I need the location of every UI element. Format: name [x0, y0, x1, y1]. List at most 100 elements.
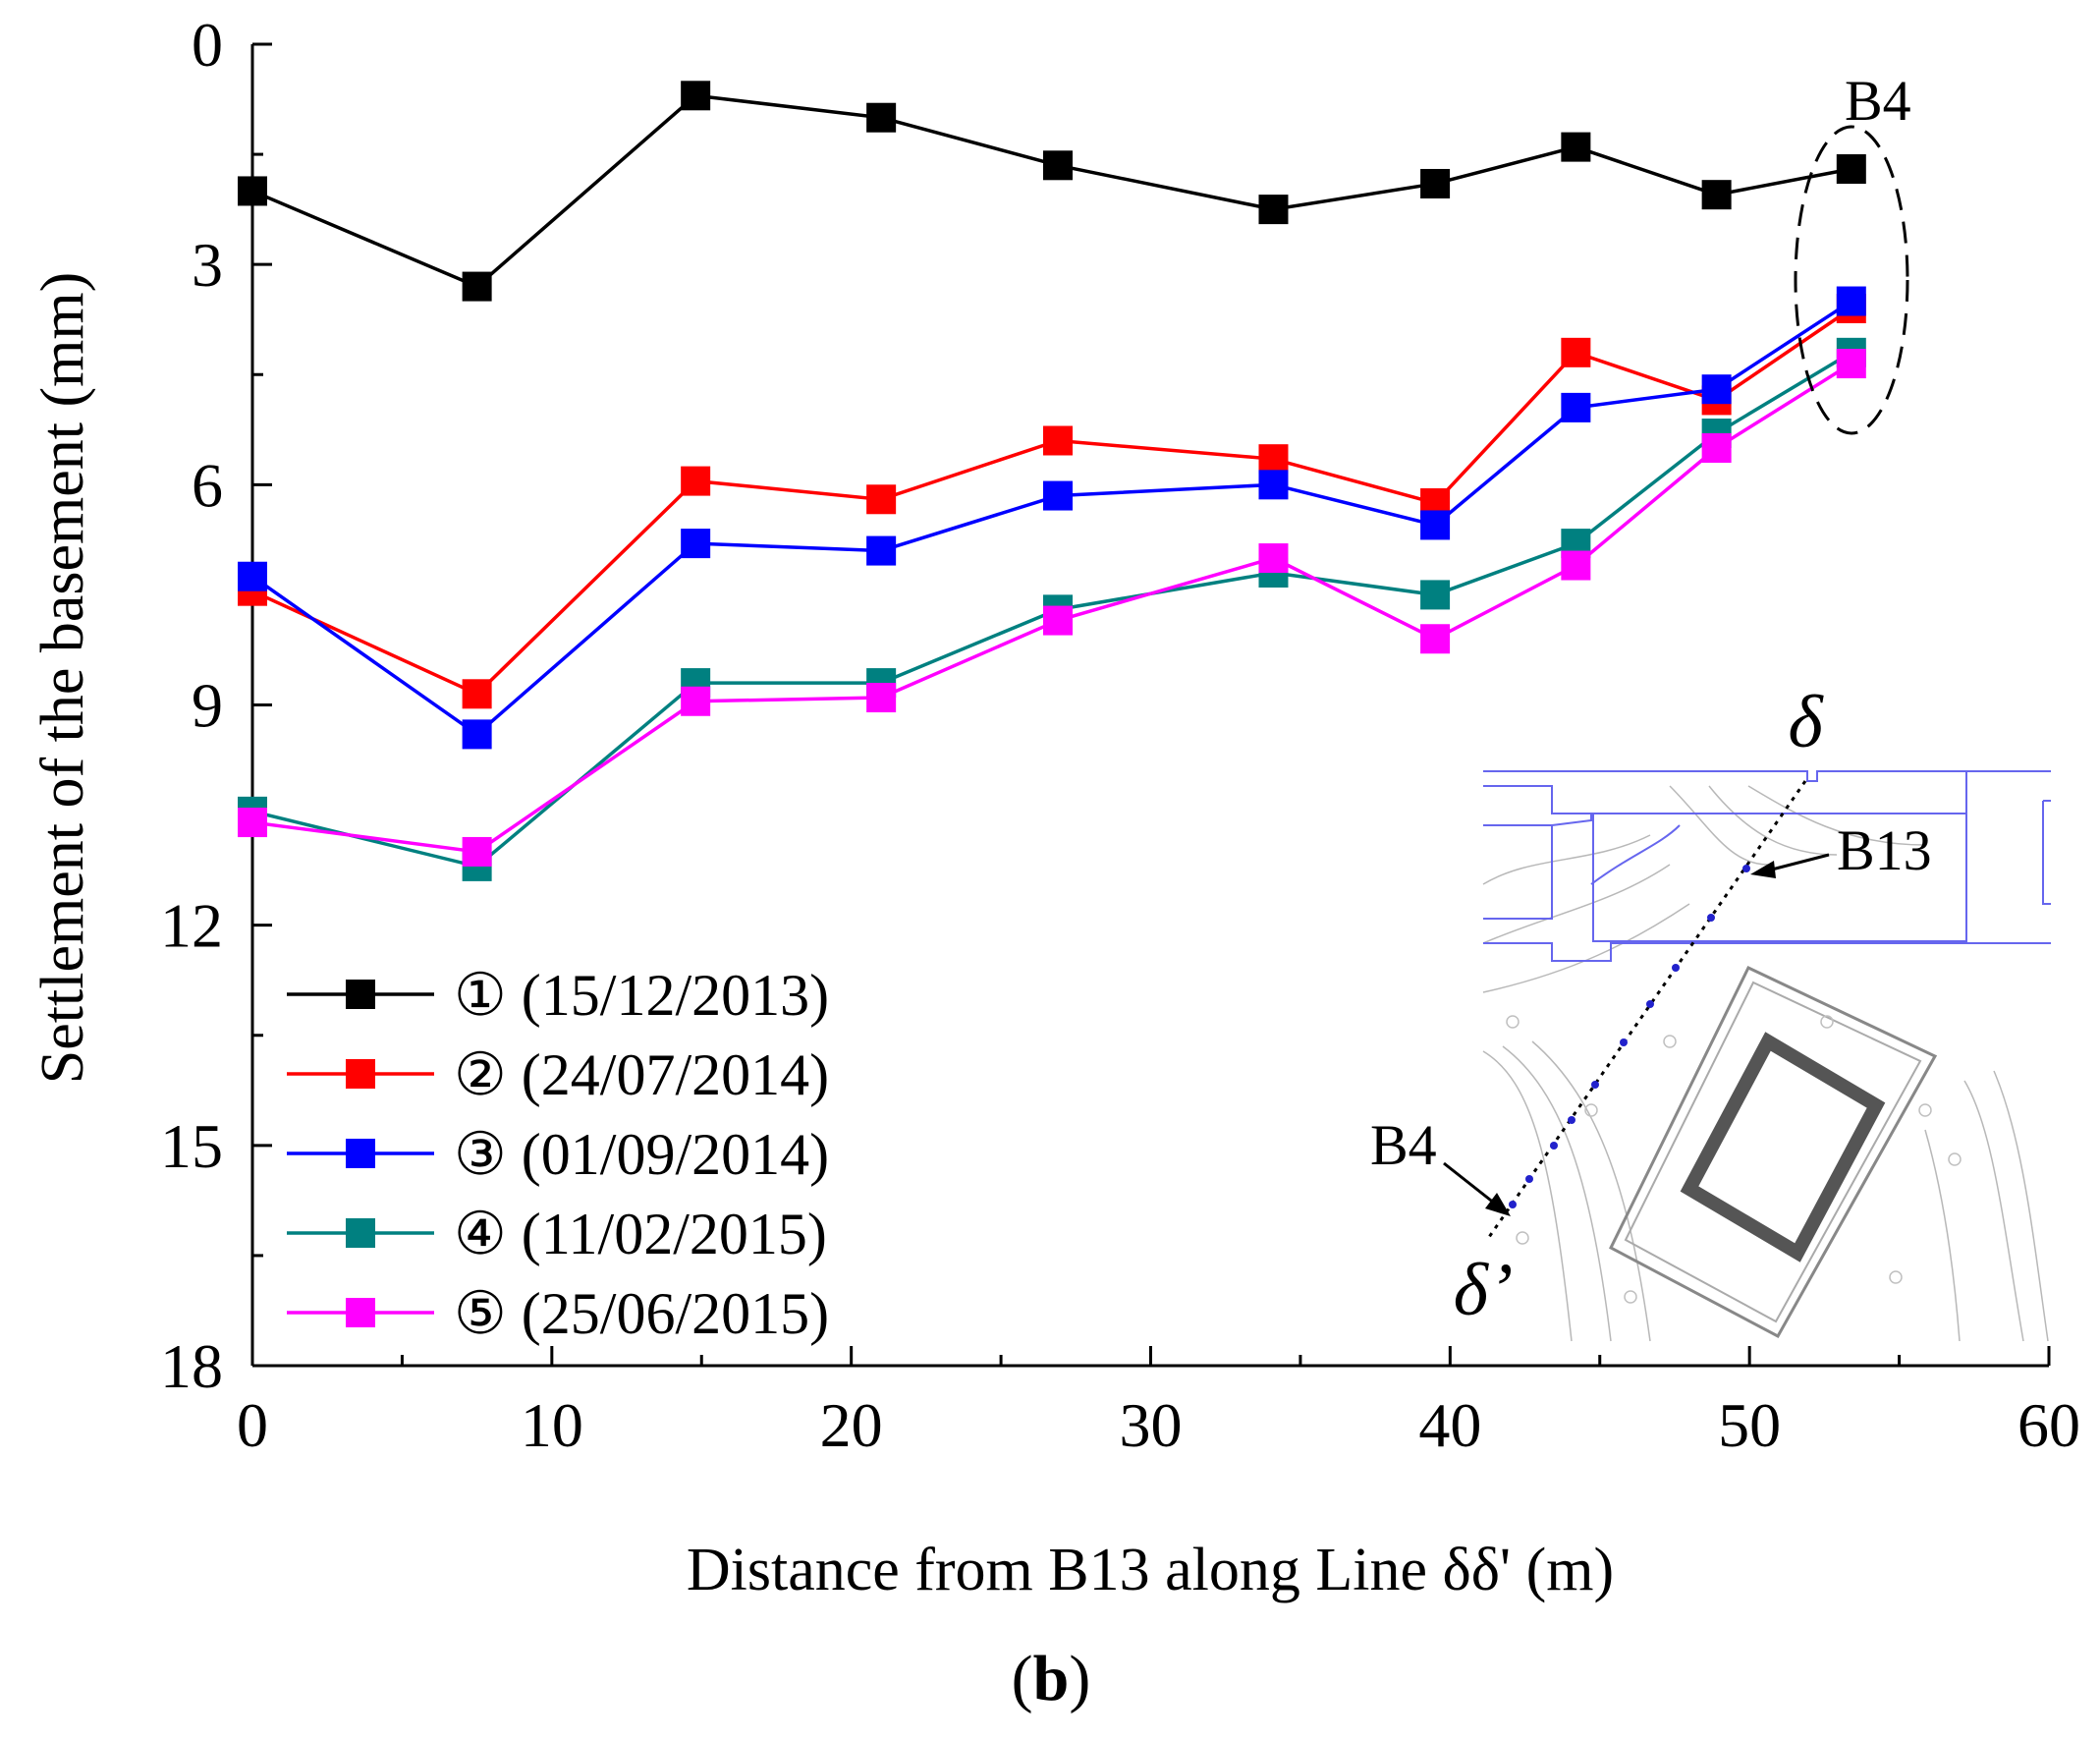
data-point — [1701, 374, 1732, 405]
data-point — [681, 466, 711, 496]
data-point — [1836, 349, 1866, 379]
legend-label: ④ (11/02/2015) — [454, 1202, 827, 1266]
legend-marker — [346, 1298, 375, 1327]
data-point — [1701, 180, 1732, 210]
b4-dashed-ellipse — [1794, 125, 1909, 435]
legend-marker — [346, 1139, 375, 1168]
b4-arrow — [1443, 1161, 1496, 1206]
y-axis-title: Settlement of the basement (mm) — [29, 272, 96, 1084]
inset-label-b4: B4 — [1370, 1113, 1437, 1177]
b4-arrowhead — [1485, 1193, 1511, 1216]
data-point — [681, 686, 711, 716]
data-point — [462, 271, 492, 302]
data-point — [1420, 510, 1451, 540]
legend-label: ③ (01/09/2014) — [454, 1122, 829, 1187]
panel-label: (b) — [1012, 1643, 1091, 1714]
y-tick-label: 15 — [160, 1111, 223, 1181]
x-tick-label: 20 — [820, 1390, 883, 1460]
y-tick-label: 6 — [192, 450, 223, 520]
inset-label-delta: δ — [1788, 681, 1824, 763]
axes: 0 10 20 30 40 50 60 0 3 6 9 12 15 18 — [160, 10, 2080, 1460]
data-point — [1043, 480, 1074, 511]
b13-arrow — [1767, 853, 1830, 872]
line-delta-delta-prime — [1485, 780, 1807, 1241]
x-tick-label: 40 — [1418, 1390, 1481, 1460]
data-point — [681, 529, 711, 559]
data-point — [462, 719, 492, 750]
legend-item: ⑤ (25/06/2015) — [287, 1281, 829, 1346]
series-1 — [238, 81, 1866, 302]
y-tick-label: 9 — [192, 671, 223, 741]
series-3 — [238, 286, 1866, 750]
panel-label-open: ( — [1012, 1643, 1033, 1714]
data-point — [866, 102, 897, 133]
x-tick-label: 30 — [1120, 1390, 1183, 1460]
legend-marker — [346, 1218, 375, 1248]
data-point — [238, 561, 267, 591]
data-point — [238, 176, 267, 206]
data-point — [1258, 470, 1289, 500]
data-point — [866, 535, 897, 566]
y-tick-label: 12 — [160, 891, 223, 961]
annotation-b4: B4 — [1845, 69, 1911, 133]
legend-item: ④ (11/02/2015) — [287, 1202, 827, 1266]
panel-label-letter: b — [1033, 1643, 1070, 1714]
legend-item: ② (24/07/2014) — [287, 1042, 829, 1107]
data-point — [1043, 150, 1074, 181]
legend-item: ③ (01/09/2014) — [287, 1122, 829, 1187]
data-point — [1561, 132, 1591, 162]
y-tick-label: 3 — [192, 230, 223, 300]
data-point — [462, 836, 492, 867]
data-point — [1561, 337, 1591, 367]
data-point — [1420, 624, 1451, 654]
data-point — [1258, 444, 1289, 475]
inset-building-outline — [1483, 770, 2051, 962]
legend-label: ① (15/12/2013) — [454, 963, 829, 1028]
x-ticks: 0 10 20 30 40 50 60 — [237, 1346, 2080, 1460]
x-tick-label: 0 — [237, 1390, 268, 1460]
series-layer — [238, 81, 1866, 881]
data-point — [1420, 168, 1451, 198]
y-ticks: 0 3 6 9 12 15 18 — [160, 10, 272, 1401]
data-point — [1561, 550, 1591, 581]
legend-label: ⑤ (25/06/2015) — [454, 1281, 829, 1346]
series-2 — [238, 294, 1866, 709]
series-line — [251, 362, 1852, 854]
site-plan-inset: δ δ’ B13 B4 — [1370, 681, 2053, 1342]
data-point — [1043, 425, 1074, 456]
data-point — [1836, 154, 1866, 185]
data-point — [1836, 286, 1866, 316]
data-point — [238, 808, 267, 838]
data-point — [866, 484, 897, 515]
inset-label-b13: B13 — [1837, 818, 1932, 882]
data-point — [1420, 580, 1451, 610]
data-point — [1258, 543, 1289, 574]
inset-scatter-marks — [1506, 1015, 1962, 1304]
data-point — [1258, 195, 1289, 225]
legend-marker — [346, 980, 375, 1009]
x-tick-label: 10 — [521, 1390, 583, 1460]
panel-label-close: ) — [1069, 1643, 1090, 1714]
x-tick-label: 50 — [1718, 1390, 1781, 1460]
legend-marker — [346, 1059, 375, 1089]
data-point — [681, 81, 711, 111]
y-tick-label: 0 — [192, 10, 223, 80]
x-tick-label: 60 — [2017, 1390, 2080, 1460]
data-point — [866, 683, 897, 713]
series-line — [250, 300, 1852, 737]
inset-label-delta-prime: δ’ — [1454, 1249, 1514, 1331]
data-point — [1043, 605, 1074, 636]
series-line — [251, 307, 1852, 697]
series-5 — [238, 349, 1866, 867]
legend-label: ② (24/07/2014) — [454, 1042, 829, 1107]
data-point — [462, 679, 492, 709]
inset-excavation-pit — [1609, 966, 1938, 1339]
inset-contours — [1482, 785, 2049, 1342]
data-point — [1701, 432, 1732, 463]
b13-arrowhead — [1750, 861, 1776, 878]
y-tick-label: 18 — [160, 1331, 223, 1401]
legend-item: ① (15/12/2013) — [287, 963, 829, 1028]
inset-monitoring-points — [1509, 865, 1750, 1208]
series-line — [251, 93, 1852, 289]
